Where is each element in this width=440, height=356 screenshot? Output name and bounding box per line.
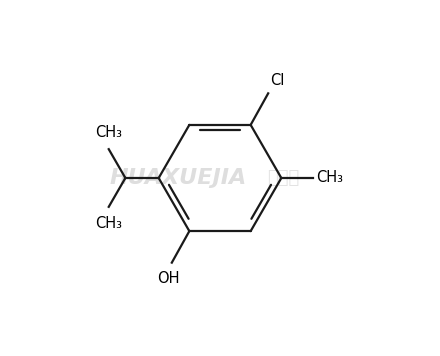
Text: CH₃: CH₃ bbox=[95, 125, 122, 140]
Text: 化学加: 化学加 bbox=[267, 169, 299, 187]
Text: CH₃: CH₃ bbox=[95, 216, 122, 231]
Text: HUAXUEJIA: HUAXUEJIA bbox=[109, 168, 246, 188]
Text: OH: OH bbox=[157, 271, 180, 287]
Text: Cl: Cl bbox=[270, 73, 284, 88]
Text: CH₃: CH₃ bbox=[315, 171, 343, 185]
